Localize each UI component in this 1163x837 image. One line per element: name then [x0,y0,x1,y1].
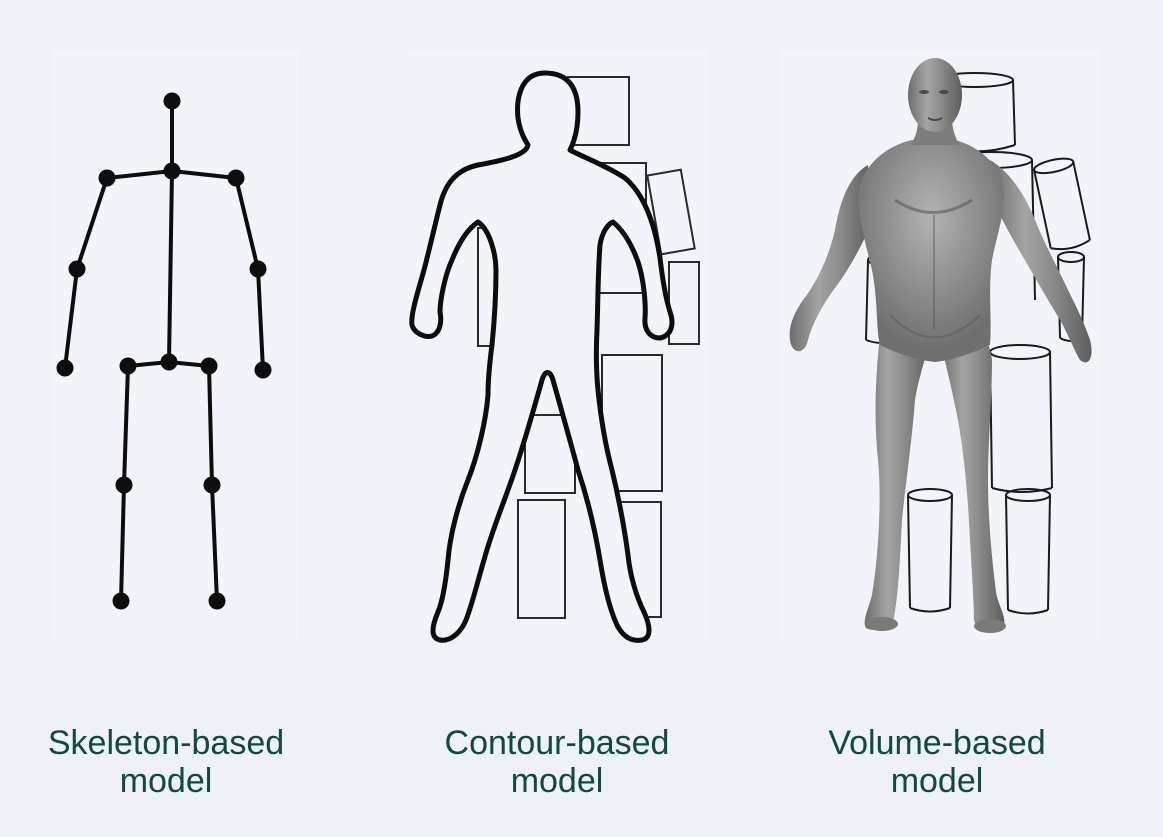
skeleton-left-thigh-bone [122,364,130,487]
volume-human-body [789,58,1092,633]
skeleton-model-caption: Skeleton-based model [47,724,285,800]
volume-right-shin-cylinder [1005,488,1051,615]
skeleton-left-hand-joint [56,359,74,377]
skeleton-left-forearm-bone [63,267,79,370]
skeleton-right-forearm-bone [256,267,265,372]
volume-left-shin-cylinder [907,488,953,613]
skeleton-right-hip-joint [200,357,218,375]
skeleton-head-joint [163,92,181,110]
skeleton-pelvis-joint [160,353,178,371]
skeleton-left-shin-bone [119,483,126,603]
volume-left-foot [866,617,898,631]
skeleton-right-elbow-joint [249,260,267,278]
skeleton-right-shin-bone [210,483,219,603]
skeleton-left-elbow-joint [68,260,86,278]
volume-left-leg [864,335,930,630]
contour-upper-arm-box [646,168,696,256]
skeleton-left-shoulder-joint [98,169,116,187]
skeleton-right-shoulder-bone [170,169,238,180]
volume-torso [858,140,1004,362]
skeleton-right-knee-joint [203,476,221,494]
skeleton-left-upper-arm-bone [75,176,109,271]
contour-outline [409,70,675,643]
volume-left-arm [789,165,872,352]
volume-upper-arm-cylinder [1033,157,1091,251]
volume-right-foot [974,619,1006,633]
skeleton-right-upper-arm-bone [234,176,260,271]
volume-right-eye [939,90,949,94]
volume-mouth [927,117,943,121]
skeleton-joints [56,92,272,610]
skeleton-panel [52,50,298,640]
volume-model-caption: Volume-based model [828,724,1046,800]
skeleton-right-thigh-bone [207,364,214,487]
skeleton-right-shoulder-joint [227,169,245,187]
skeleton-right-hand-joint [254,361,272,379]
volume-right-arm [990,160,1092,363]
skeleton-right-foot-joint [208,592,226,610]
skeleton-left-hip-joint [119,357,137,375]
skeleton-spine-bone [167,169,174,364]
skeleton-neck-joint [163,162,181,180]
skeleton-left-foot-joint [112,592,130,610]
volume-head [908,58,962,132]
volume-right-leg [940,330,1005,631]
contour-model-caption: Contour-based model [444,724,670,800]
volume-pelvis-line [889,314,981,339]
skeleton-left-shoulder-bone [105,169,174,180]
volume-left-eye [919,90,929,94]
skeleton-left-knee-joint [115,476,133,494]
contour-left-shin-box [517,499,566,619]
volume-chest-shading [894,198,973,214]
